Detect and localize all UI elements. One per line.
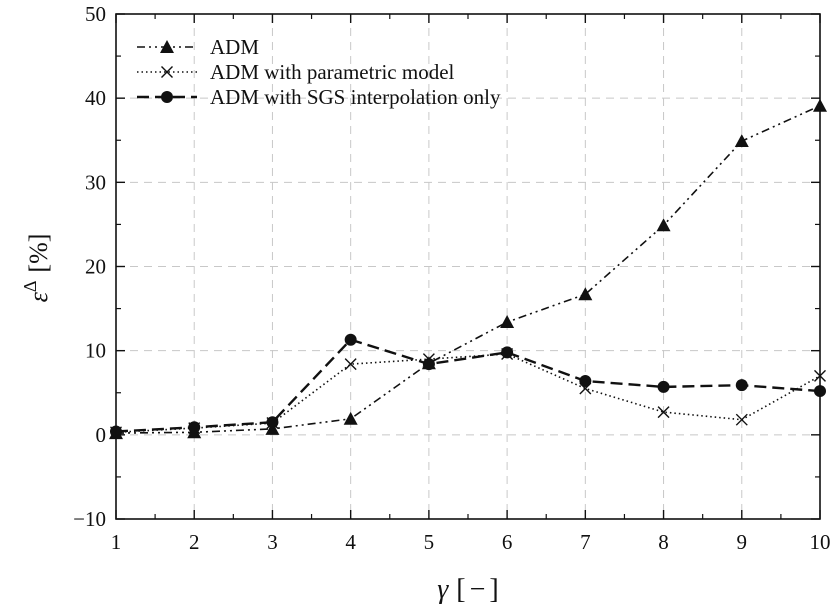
y-axis-title: εΔ[%]: [20, 234, 53, 303]
series-1-point: [343, 411, 358, 425]
series-line-3: [115, 338, 821, 433]
legend-marker-1: [160, 40, 174, 53]
y-tick-label: −10: [73, 507, 106, 531]
x-axis-title: γ[−]: [437, 574, 499, 605]
series-3-point: [188, 421, 201, 434]
series-2-point-stroke: [735, 413, 748, 426]
x-tick-label: 7: [580, 530, 591, 554]
series-1-point: [500, 315, 515, 328]
x-tick-label: 4: [345, 530, 356, 554]
series-3-point: [735, 379, 748, 392]
y-tick-label: 0: [96, 423, 107, 447]
series-2-point-stroke: [657, 406, 670, 419]
x-tick-label: 8: [658, 530, 669, 554]
x-tick-label: 5: [424, 530, 435, 554]
legend-marker-2: [161, 66, 173, 78]
x-tick-label: 3: [267, 530, 278, 554]
y-tick-label: 30: [85, 170, 106, 194]
x-tick-label: 9: [737, 530, 748, 554]
series-3-point: [501, 346, 514, 359]
grid-layer: [116, 14, 820, 519]
series-2-point: [657, 406, 670, 419]
legend-marker-2-stroke: [161, 66, 173, 78]
series-1-point: [578, 287, 593, 301]
legend-marker-3: [161, 91, 173, 103]
series-3-point: [579, 374, 592, 387]
legend-label-3: ADM with SGS interpolation only: [210, 85, 501, 109]
series-3-point: [266, 416, 279, 429]
y-tick-label: 20: [85, 255, 106, 279]
tick-layer: 1 2 3 4 5 6 7 8 9 10 −10 0 10 20 30 40 50: [73, 2, 830, 554]
series-2-point: [735, 413, 748, 426]
series-3-point: [657, 380, 670, 393]
series-layer: [109, 98, 827, 440]
series-1-point: [265, 421, 280, 435]
series-3-point: [422, 358, 435, 371]
x-tick-label: 2: [189, 530, 200, 554]
series-2-point-stroke: [344, 358, 357, 371]
y-tick-label: 10: [85, 339, 106, 363]
series-2-point: [344, 358, 357, 371]
y-tick-label: 40: [85, 86, 106, 110]
series-3-point: [344, 333, 357, 346]
series-1-point: [734, 134, 749, 148]
x-tick-label: 1: [111, 530, 122, 554]
legend-label-1: ADM: [210, 35, 259, 59]
legend-label-2: ADM with parametric model: [210, 60, 455, 84]
series-line-2: [115, 353, 821, 434]
x-tick-label: 10: [810, 530, 831, 554]
series-line-1: [115, 104, 821, 434]
y-tick-label: 50: [85, 2, 106, 26]
x-tick-label: 6: [502, 530, 513, 554]
series-1-point: [656, 218, 671, 232]
